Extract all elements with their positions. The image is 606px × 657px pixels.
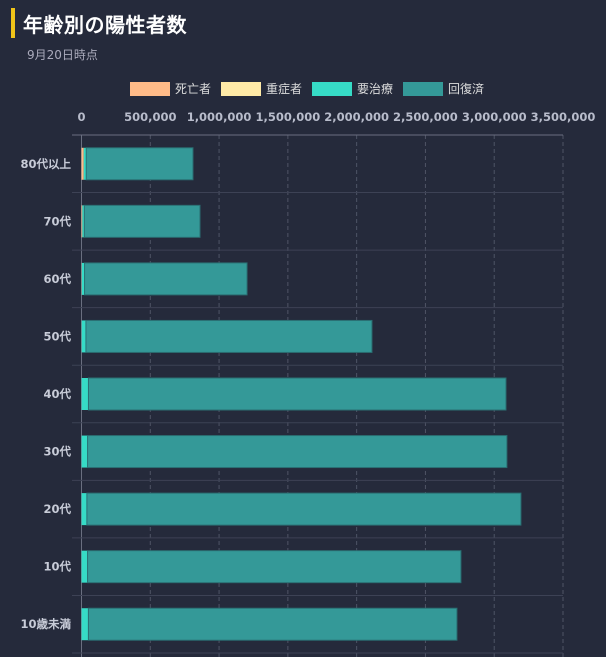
legend-item[interactable]: 要治療: [312, 80, 393, 97]
bar-segment: [87, 377, 507, 411]
legend-swatch: [220, 81, 261, 96]
y-category-label: 40代: [43, 387, 71, 401]
legend-item[interactable]: 死亡者: [129, 80, 211, 97]
legend-swatch: [312, 81, 352, 96]
bar-segment: [84, 262, 248, 296]
y-category-label: 10代: [43, 560, 71, 574]
x-tick-label: 3,500,000: [531, 110, 596, 124]
bar-segment: [83, 147, 87, 180]
x-tick-label: 1,000,000: [187, 110, 252, 124]
y-category-label: 50代: [43, 329, 71, 343]
bar-segment: [87, 607, 458, 641]
legend-label: 回復済: [448, 82, 485, 96]
legend-item[interactable]: 重症者: [220, 80, 302, 97]
legend-swatch: [403, 81, 444, 96]
x-tick-label: 0: [77, 110, 85, 124]
y-category-label: 60代: [43, 272, 71, 286]
bar-segment: [81, 608, 89, 641]
chart-legend: 死亡者 重症者 要治療 回復済: [0, 80, 606, 97]
bar-segment: [82, 205, 85, 238]
y-category-label: 80代以上: [20, 157, 71, 171]
bar-segment: [81, 550, 88, 583]
page-title: 年齢別の陽性者数: [23, 13, 187, 37]
x-tick-label: 3,000,000: [462, 110, 527, 124]
y-category-label: 30代: [43, 445, 71, 459]
bar-segment: [81, 320, 86, 353]
bar-segment: [81, 493, 87, 526]
bar-segment: [81, 147, 84, 180]
legend-label: 死亡者: [174, 82, 211, 96]
legend-item[interactable]: 回復済: [403, 80, 484, 97]
title-accent-bar: [11, 8, 15, 38]
x-tick-label: 2,000,000: [324, 110, 389, 124]
bar-segment: [87, 550, 462, 584]
x-tick-label: 1,500,000: [255, 110, 320, 124]
bar-segment: [83, 204, 201, 238]
bar-segment: [85, 147, 194, 181]
y-category-label: 10歳未満: [20, 617, 71, 631]
y-category-label: 70代: [43, 214, 71, 228]
bar-segment: [85, 319, 373, 353]
legend-label: 要治療: [357, 82, 394, 96]
bar-segment: [81, 205, 83, 238]
page-subtitle: 9月20日時点: [27, 48, 98, 62]
legend-label: 重症者: [265, 82, 302, 96]
bar-segment: [87, 435, 508, 469]
x-tick-label: 2,500,000: [393, 110, 458, 124]
x-tick-label: 500,000: [124, 110, 176, 124]
bar-segment: [81, 262, 85, 295]
bar-segment: [81, 435, 88, 468]
legend-swatch: [129, 81, 170, 96]
bar-segment: [86, 492, 522, 526]
y-category-label: 20代: [43, 502, 71, 516]
bar-segment: [81, 378, 89, 410]
